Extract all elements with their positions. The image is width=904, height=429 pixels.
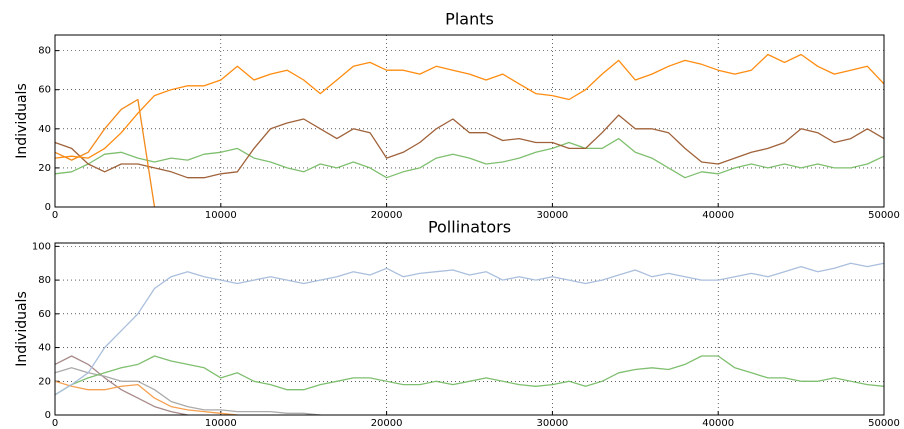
x-tick-label: 40000 [702, 418, 734, 429]
x-tick-label: 50000 [868, 210, 900, 221]
series-line [54, 355, 188, 416]
series-line [54, 53, 885, 159]
series-line [54, 137, 885, 179]
y-tick-label: 20 [38, 163, 51, 174]
y-axis-label: Individuals [14, 291, 30, 366]
x-tick-label: 10000 [205, 210, 237, 221]
plot-frame [54, 242, 885, 416]
x-tick-label: 20000 [371, 210, 403, 221]
series-line [54, 380, 238, 416]
y-tick-label: 100 [32, 241, 51, 252]
series-line [54, 262, 885, 396]
x-tick-label: 40000 [702, 210, 734, 221]
x-tick-label: 50000 [868, 418, 900, 429]
x-tick-label: 0 [52, 418, 58, 429]
y-tick-label: 40 [38, 124, 51, 135]
x-tick-label: 20000 [371, 418, 403, 429]
x-tick-label: 30000 [536, 210, 568, 221]
y-tick-label: 80 [38, 275, 51, 286]
y-tick-label: 80 [38, 46, 51, 57]
x-tick-label: 30000 [536, 418, 568, 429]
chart-title: Pollinators [428, 218, 511, 237]
series-line [54, 98, 156, 208]
y-tick-label: 60 [38, 85, 51, 96]
y-tick-label: 0 [45, 410, 51, 421]
y-tick-label: 60 [38, 309, 51, 320]
x-tick-label: 10000 [205, 418, 237, 429]
y-tick-label: 20 [38, 376, 51, 387]
y-axis-label: Individuals [14, 83, 30, 158]
series-line [54, 367, 321, 416]
series-line [54, 114, 885, 179]
series-line [54, 355, 885, 396]
plot-frame [54, 34, 885, 208]
chart-title: Plants [445, 10, 494, 29]
y-tick-label: 0 [45, 202, 51, 213]
y-tick-label: 40 [38, 343, 51, 354]
x-tick-label: 0 [52, 210, 58, 221]
